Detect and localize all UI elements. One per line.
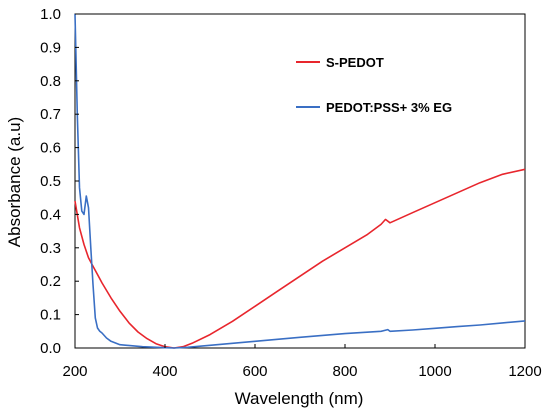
y-tick-label: 0.0 [40,340,61,357]
y-tick-label: 0.9 [40,39,61,56]
x-tick-label: 1000 [418,363,451,380]
x-tick-label: 400 [152,363,177,380]
y-tick-label: 0.8 [40,73,61,90]
y-tick-label: 0.5 [40,173,61,190]
legend: S-PEDOT PEDOT:PSS+ 3% EG [296,55,452,115]
x-tick-label: 600 [242,363,267,380]
x-tick-label: 1200 [508,363,541,380]
y-tick-label: 0.3 [40,240,61,257]
y-tick-label: 0.1 [40,307,61,324]
y-tick-label: 1.0 [40,6,61,23]
y-tick-label: 0.2 [40,273,61,290]
series-line-1 [74,168,526,349]
y-tick-label: 0.7 [40,106,61,123]
x-axis-title: Wavelength (nm) [235,389,364,408]
x-axis-ticks: 200 400 600 800 1000 1200 [62,344,542,380]
x-tick-label: 200 [62,363,87,380]
series-line-2 [74,13,526,349]
y-axis-title: Absorbance (a.u) [5,117,24,247]
y-tick-label: 0.6 [40,140,61,157]
legend-label-1: S-PEDOT [326,55,384,70]
legend-label-2: PEDOT:PSS+ 3% EG [326,100,452,115]
series-layer [74,13,526,349]
x-tick-label: 800 [332,363,357,380]
y-axis-ticks: 0.0 0.1 0.2 0.3 0.4 0.5 0.6 0.7 0.8 0.9 1.0 [40,6,79,357]
y-tick-label: 0.4 [40,206,61,223]
